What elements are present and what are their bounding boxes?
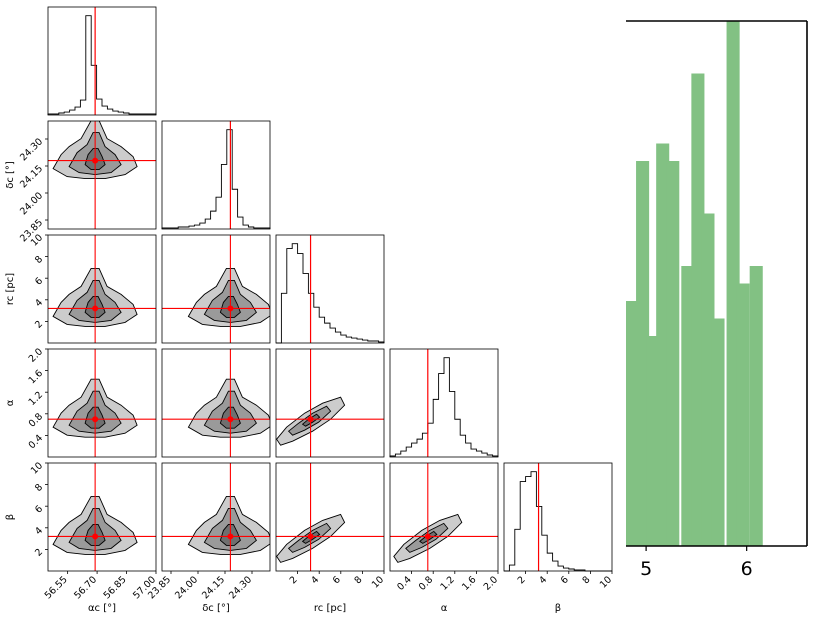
x-tick-label-r_c: 6 [331,574,343,586]
truth-point-r_c-alpha_c [92,305,99,312]
panel-frame-4-1 [161,462,271,572]
x-tick-label-alpha_c: 56.55 [43,574,70,601]
y-axis-label-delta_c: δc [°] [5,161,16,189]
x-tick-label-r_c: 4 [309,574,321,586]
bar [666,161,680,546]
hist-alpha_c [47,15,157,115]
truth-point-r_c-delta_c [227,305,234,312]
x-tick-label-delta_c: 24.00 [173,574,200,601]
panel-frame-4-0 [47,462,157,572]
panel-frame-3-0 [47,348,157,458]
hist-alpha [389,357,499,457]
x-axis-label-r_c: rc [pc] [314,603,346,614]
bar [711,318,725,546]
y-tick-label-alpha: 0.8 [27,411,45,429]
y-tick-label-beta: 8 [33,482,45,494]
truth-point-alpha-r_c [307,416,314,423]
x-tick-label-beta: 2 [516,574,528,586]
x-axis-label-alpha: α [441,603,448,614]
x-tick-label-alpha: 1.6 [460,574,478,592]
truth-point-beta-r_c [307,533,314,540]
x-axis-label-alpha_c: αc [°] [88,603,116,614]
y-tick-label-beta: 2 [33,547,45,559]
truth-point-beta-alpha_c [92,533,99,540]
bar [691,73,705,546]
y-tick-label-alpha: 2.0 [27,346,45,364]
panel-frame-4-4 [503,462,613,572]
y-tick-label-r_c: 2 [33,319,45,331]
x-tick-label-alpha_c: 56.85 [102,574,129,601]
y-axis-label-beta: β [5,514,16,520]
y-tick-label-beta: 6 [33,504,45,516]
x-tick-label-delta_c: 24.30 [227,574,254,601]
x-tick-label-alpha: 0.4 [395,574,413,592]
bar [726,21,740,546]
x-tick-label-r_c: 2 [288,574,300,586]
bar-x-tick-label: 6 [741,558,753,580]
y-axis-label-alpha: α [5,399,16,406]
panel-frame-1-0 [47,120,157,230]
y-tick-label-r_c: 8 [33,254,45,266]
bar-x-tick-label: 5 [640,558,652,580]
bar [626,301,640,546]
hist-delta_c [161,129,271,229]
bar [656,143,670,546]
x-tick-label-r_c: 8 [352,574,364,586]
bar [736,283,750,546]
x-tick-label-beta: 10 [598,574,614,590]
truth-point-alpha-delta_c [227,416,234,423]
bar [681,266,695,546]
x-tick-label-alpha_c: 56.70 [72,574,99,601]
y-tick-label-alpha: 1.6 [27,368,45,386]
bar [646,336,660,546]
panel-frame-2-1 [161,234,271,344]
x-tick-label-alpha: 0.8 [417,574,435,592]
bar [701,213,715,546]
x-tick-label-alpha: 1.2 [438,574,456,592]
truth-point-beta-alpha [424,533,431,540]
y-tick-label-alpha: 1.2 [27,390,45,408]
bar [749,266,763,546]
x-axis-label-beta: β [555,603,561,614]
y-tick-label-beta: 10 [29,460,45,476]
truth-point-beta-delta_c [227,533,234,540]
panel-frame-4-2 [275,462,385,572]
y-tick-label-r_c: 6 [33,276,45,288]
y-tick-label-r_c: 4 [33,297,45,309]
panel-frame-3-1 [161,348,271,458]
bar [636,161,650,546]
y-tick-label-beta: 4 [33,525,45,537]
x-tick-label-beta: 8 [580,574,592,586]
panel-frame-2-2 [275,234,385,344]
x-axis-label-delta_c: δc [°] [202,603,230,614]
y-tick-label-alpha: 0.4 [27,433,45,451]
x-tick-label-beta: 4 [537,574,549,586]
hist-r_c [276,243,385,344]
panel-frame-1-1 [161,120,271,230]
truth-point-alpha-alpha_c [92,416,99,423]
panel-frame-4-3 [389,462,499,572]
y-tick-label-delta_c: 24.15 [18,163,45,190]
panel-frame-3-3 [389,348,499,458]
panel-frame-0-0 [47,6,157,116]
panel-frame-2-0 [47,234,157,344]
truth-point-delta_c-alpha_c [92,157,99,164]
x-tick-label-delta_c: 24.15 [200,574,227,601]
panel-frame-3-2 [275,348,385,458]
x-tick-label-r_c: 10 [370,574,386,590]
x-tick-label-beta: 6 [559,574,571,586]
y-axis-label-r_c: rc [pc] [5,273,16,305]
y-tick-label-delta_c: 24.30 [18,136,45,163]
hist-beta [504,471,612,572]
y-tick-label-delta_c: 24.00 [18,190,45,217]
x-tick-label-alpha: 2.0 [482,574,500,592]
